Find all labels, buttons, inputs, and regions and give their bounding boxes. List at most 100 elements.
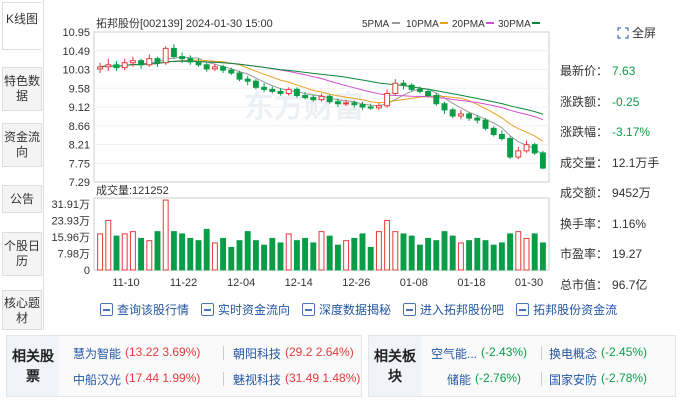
- ma20-swatch: [486, 22, 494, 24]
- stat-value: 9452万: [612, 186, 651, 200]
- date-tick-label: 11-22: [170, 277, 197, 289]
- candle-body: [293, 88, 300, 97]
- volume-tick-label: 23.93万: [51, 216, 90, 228]
- volume-tick-label: 0: [84, 265, 90, 277]
- link-stock-forum[interactable]: 进入拓邦股份吧: [403, 300, 504, 318]
- link-realtime-fund-flow[interactable]: 实时资金流向: [201, 300, 290, 318]
- ma30-label: 30PMA: [498, 19, 531, 30]
- fullscreen-icon: [617, 26, 629, 39]
- tab-fund-flow[interactable]: 资金流向: [2, 123, 42, 167]
- candle-body: [236, 72, 243, 80]
- volume-bar: [293, 240, 300, 271]
- date-tick-label: 11-10: [112, 277, 139, 289]
- volume-bar: [392, 231, 399, 271]
- volume-bar: [187, 237, 194, 271]
- stat-value: -0.25: [612, 94, 640, 109]
- related-sector-item[interactable]: 储能 (-2.76%): [447, 371, 521, 388]
- divider: [223, 372, 224, 386]
- related-sector-name[interactable]: 换电概念: [549, 347, 598, 361]
- candle-body: [384, 92, 391, 107]
- volume-bar: [539, 242, 546, 271]
- related-sector-name[interactable]: 储能: [447, 373, 472, 387]
- related-sector-item[interactable]: 换电概念 (-2.45%): [549, 345, 647, 362]
- volume-bar: [129, 231, 136, 271]
- ma30-line: [100, 60, 544, 115]
- candle-body: [244, 78, 251, 82]
- candle-body: [334, 101, 341, 105]
- link-query-quote[interactable]: 查询该股行情: [100, 300, 189, 318]
- volume-bar: [507, 233, 514, 271]
- related-sector-name[interactable]: 空气能...: [431, 347, 478, 361]
- related-sector-item[interactable]: 国家安防 (-2.78%): [549, 371, 647, 388]
- tab-core-themes[interactable]: 核心题材: [2, 290, 42, 330]
- stat-label: 市盈率：: [560, 247, 609, 261]
- volume-bar: [195, 240, 202, 271]
- chart-icon: [516, 302, 530, 316]
- tab-featured-data[interactable]: 特色数据: [2, 67, 42, 111]
- volume-label: 成交量:121252: [96, 183, 169, 197]
- volume-bar: [490, 244, 497, 271]
- candle-body: [261, 86, 268, 90]
- tab-kline[interactable]: K线图: [2, 2, 42, 50]
- kline-chart[interactable]: 拓邦股份[002139] 2024-01-30 15:00 5PMA 10PMA…: [44, 0, 554, 290]
- related-stock-item[interactable]: 慧为智能 (13.22 3.69%): [73, 345, 200, 362]
- price-tick-label: 8.21: [69, 140, 90, 152]
- link-label: 进入拓邦股份吧: [420, 302, 505, 317]
- related-sector-name[interactable]: 国家安防: [549, 373, 598, 387]
- volume-bar: [121, 233, 128, 271]
- link-label: 查询该股行情: [117, 302, 190, 317]
- volume-bar: [310, 242, 317, 271]
- candle-body: [187, 58, 194, 63]
- candle-body: [449, 109, 456, 117]
- related-stocks-panel: 相关股票 慧为智能 (13.22 3.69%) 朝阳科技 (29.2 2.64%…: [6, 335, 362, 397]
- candle-body: [531, 144, 538, 154]
- candle-body: [162, 47, 169, 64]
- volume-bar: [441, 231, 448, 271]
- divider: [541, 372, 542, 386]
- candle-body: [203, 64, 210, 70]
- stat-market-cap: 总市值： 96.7亿: [560, 276, 678, 307]
- stat-turnover-amount: 成交额： 9452万: [560, 184, 678, 215]
- volume-tick-label: 7.98万: [58, 249, 90, 261]
- volume-bar: [97, 233, 104, 271]
- tab-stock-calendar[interactable]: 个股日历: [2, 232, 42, 276]
- candle-body: [400, 82, 407, 86]
- candle-body: [146, 58, 153, 66]
- stat-label: 涨跌幅：: [560, 125, 609, 139]
- ma5-label: 5PMA: [362, 19, 390, 30]
- candle-body: [441, 103, 448, 111]
- volume-bar: [203, 228, 210, 271]
- fullscreen-button[interactable]: 全屏: [617, 24, 656, 41]
- volume-bars: [97, 199, 546, 271]
- candle-body: [416, 88, 423, 92]
- candle-body: [515, 150, 522, 158]
- volume-bar: [523, 237, 530, 271]
- related-stock-name[interactable]: 中船汉光: [73, 373, 122, 387]
- stat-label: 成交额：: [560, 186, 609, 200]
- volume-bar: [449, 235, 456, 271]
- related-stock-item[interactable]: 魅视科技 (31.49 1.48%): [233, 371, 360, 388]
- volume-bar: [425, 237, 432, 271]
- link-deep-data[interactable]: 深度数据揭秘: [302, 300, 391, 318]
- tab-announcements[interactable]: 公告: [2, 185, 42, 213]
- volume-tick-label: 15.96万: [51, 232, 90, 244]
- chart-svg: 拓邦股份[002139] 2024-01-30 15:00 5PMA 10PMA…: [51, 16, 550, 289]
- volume-bar: [302, 237, 309, 271]
- related-stock-name[interactable]: 慧为智能: [73, 347, 122, 361]
- related-sector-value: (-2.43%): [481, 345, 528, 359]
- related-stock-item[interactable]: 中船汉光 (17.44 1.99%): [73, 371, 200, 388]
- candle-body: [97, 66, 104, 70]
- related-stock-item[interactable]: 朝阳科技 (29.2 2.64%): [233, 345, 354, 362]
- stat-value: 12.1万手: [612, 155, 660, 170]
- stat-label: 涨跌额：: [560, 94, 609, 109]
- volume-bar: [375, 231, 382, 271]
- stat-value: 7.63: [612, 64, 636, 78]
- related-sector-value: (-2.76%): [475, 371, 522, 385]
- stat-turnover-rate: 换手率： 1.16%: [560, 215, 678, 246]
- candle-body: [179, 56, 186, 60]
- candle-body: [392, 82, 399, 94]
- link-stock-fund-flow[interactable]: 拓邦股份资金流: [516, 300, 617, 318]
- related-stock-name[interactable]: 朝阳科技: [233, 347, 282, 361]
- related-stock-name[interactable]: 魅视科技: [233, 373, 282, 387]
- related-sector-item[interactable]: 空气能... (-2.43%): [431, 345, 527, 362]
